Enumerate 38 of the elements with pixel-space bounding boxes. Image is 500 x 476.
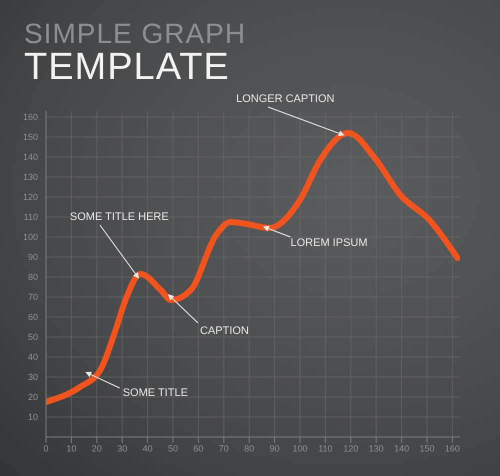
annotation: LOREM IPSUM [290, 237, 368, 249]
y-tick-label: 150 [22, 132, 38, 142]
x-tick-label: 120 [343, 443, 358, 454]
y-tick-label: 140 [22, 152, 38, 162]
y-tick-label: 80 [28, 272, 38, 282]
y-tick-label: 130 [22, 172, 38, 182]
annotation: SOME TITLE HERE [70, 211, 169, 223]
x-tick-label: 90 [270, 443, 280, 454]
y-tick-label: 60 [28, 312, 38, 322]
x-tick-label: 0 [43, 443, 49, 454]
y-tick-label: 120 [22, 192, 38, 202]
y-tick-label: 160 [22, 112, 38, 122]
x-tick-label: 160 [444, 443, 460, 454]
y-tick-label: 90 [28, 252, 38, 262]
y-tick-label: 100 [22, 232, 38, 242]
x-tick-label: 80 [244, 443, 254, 454]
x-tick-label: 110 [318, 443, 333, 454]
x-tick-label: 30 [117, 443, 128, 454]
x-tick-label: 60 [193, 443, 204, 454]
x-tick-label: 100 [292, 443, 308, 454]
x-tick-label: 150 [419, 443, 434, 454]
x-tick-label: 70 [218, 443, 229, 454]
y-tick-label: 70 [28, 292, 38, 302]
x-tick-label: 40 [142, 443, 153, 454]
annotation: LONGER CAPTION [236, 93, 334, 105]
x-tick-label: 10 [66, 443, 76, 454]
x-tick-label: 50 [168, 443, 178, 454]
annotation: SOME TITLE [122, 387, 188, 399]
x-tick-label: 20 [92, 443, 102, 454]
y-tick-label: 110 [24, 212, 38, 222]
y-tick-label: 40 [28, 352, 38, 362]
annotation: CAPTION [200, 325, 249, 337]
y-tick-label: 10 [28, 412, 38, 422]
y-tick-label: 20 [28, 392, 38, 402]
x-tick-label: 140 [394, 443, 410, 454]
y-tick-label: 50 [28, 332, 38, 342]
y-tick-label: 30 [28, 372, 38, 382]
x-tick-label: 130 [368, 443, 384, 454]
